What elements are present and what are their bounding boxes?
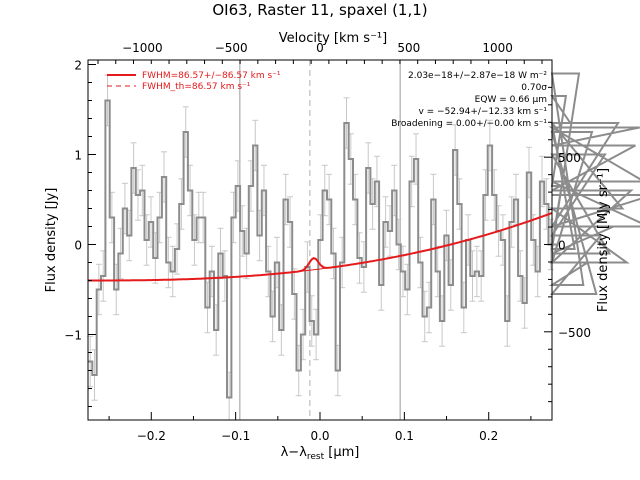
x-tick-label: 0.2 xyxy=(479,429,498,443)
top-tick-label: −1000 xyxy=(122,41,163,55)
spectrum-series xyxy=(88,72,640,399)
x-tick-label: 0.0 xyxy=(310,429,329,443)
y-tick-labels: −1 0 1 2 xyxy=(64,59,82,343)
legend-entry-fwhm-th: FWHM_th=86.57 km s⁻¹ xyxy=(142,82,251,92)
line-fit-series xyxy=(88,212,553,282)
right-tick-label: 500 xyxy=(558,151,581,165)
top-axis-label: Velocity [km s⁻¹] xyxy=(279,31,387,46)
top-tick-label: 500 xyxy=(397,41,420,55)
top-tick-label: −500 xyxy=(215,41,248,55)
x-tick-label: 0.1 xyxy=(395,429,414,443)
y-tick-label: 2 xyxy=(74,59,82,73)
annotation-eqw: EQW = 0.66 μm xyxy=(475,95,547,105)
fit-annotations: 2.03e−18+/−2.87e−18 W m⁻² 0.70σ EQW = 0.… xyxy=(391,71,547,129)
x-tick-labels: −0.2 −0.1 0.0 0.1 0.2 xyxy=(137,429,499,443)
y-tick-label: −1 xyxy=(64,329,82,343)
top-tick-label: 1000 xyxy=(482,41,513,55)
y-axis-label: Flux density [Jy] xyxy=(44,188,59,293)
right-axis-label: Flux density [MJy sr⁻¹] xyxy=(596,168,611,312)
annotation-significance: 0.70σ xyxy=(521,83,547,93)
x-tick-label: −0.1 xyxy=(221,429,250,443)
x-tick-label: −0.2 xyxy=(137,429,166,443)
vertical-reference-lines xyxy=(239,60,401,420)
x-axis-label: λ−λrest [μm] xyxy=(281,445,360,462)
annotation-broadening: Broadening = 0.00+/−0.00 km s⁻¹ xyxy=(391,119,547,129)
top-tick-label: 0 xyxy=(316,41,324,55)
chart-title: OI63, Raster 11, spaxel (1,1) xyxy=(212,1,427,19)
annotation-velocity: v = −52.94+/−12.33 km s⁻¹ xyxy=(418,107,547,117)
y-tick-label: 1 xyxy=(74,149,82,163)
annotation-line-flux: 2.03e−18+/−2.87e−18 W m⁻² xyxy=(408,71,547,81)
legend: FWHM=86.57+/−86.57 km s⁻¹ FWHM_th=86.57 … xyxy=(107,71,281,92)
right-tick-labels: −500 0 500 xyxy=(558,151,591,340)
axis-ticks xyxy=(88,60,552,420)
right-tick-label: 0 xyxy=(558,239,566,253)
right-tick-label: −500 xyxy=(558,326,591,340)
legend-entry-fwhm: FWHM=86.57+/−86.57 km s⁻¹ xyxy=(142,71,281,81)
top-tick-labels: −1000 −500 0 500 1000 xyxy=(122,41,513,55)
y-tick-label: 0 xyxy=(74,239,82,253)
